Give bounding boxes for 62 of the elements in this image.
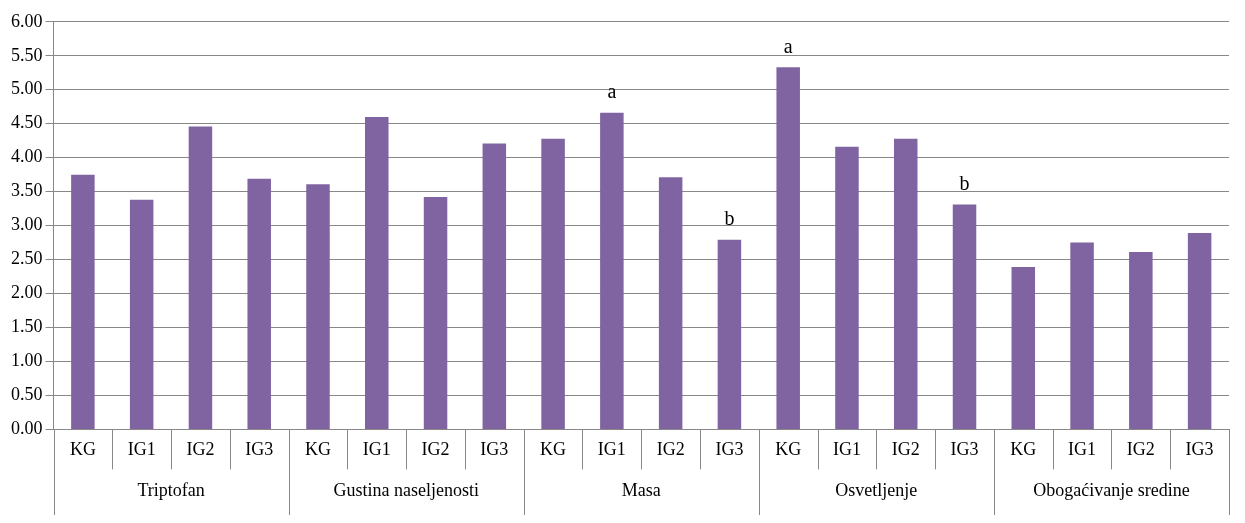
y-tick-label: 3.50 bbox=[11, 180, 43, 201]
y-tick-label: 5.00 bbox=[11, 78, 43, 99]
bar bbox=[71, 174, 95, 429]
y-tick-label: 2.00 bbox=[11, 282, 43, 303]
y-tick-label: 1.50 bbox=[11, 316, 43, 337]
x-tick-label: KG bbox=[69, 438, 96, 459]
bar bbox=[188, 126, 213, 429]
bar bbox=[306, 184, 330, 429]
x-tick-label: IG3 bbox=[480, 438, 509, 459]
text: Osvetljenje bbox=[835, 480, 918, 501]
text: Masa bbox=[621, 480, 661, 501]
text: Triptofan bbox=[137, 480, 205, 501]
x-tick-label: IG1 bbox=[832, 438, 861, 459]
x-tick-label: IG2 bbox=[891, 438, 920, 459]
y-tick-label: 0.00 bbox=[11, 418, 43, 439]
bar bbox=[776, 67, 800, 429]
bar bbox=[423, 197, 448, 429]
bar bbox=[600, 112, 624, 429]
bar bbox=[365, 116, 389, 429]
bar bbox=[893, 138, 918, 429]
y-tick-label: 3.00 bbox=[11, 214, 43, 235]
bar bbox=[1129, 252, 1153, 429]
x-tick-label: IG3 bbox=[715, 438, 744, 459]
bar bbox=[952, 204, 977, 429]
x-tick-label: IG2 bbox=[1126, 438, 1155, 459]
y-tick-label: 4.50 bbox=[11, 112, 43, 133]
x-tick-label: IG1 bbox=[597, 438, 626, 459]
bar bbox=[1011, 267, 1036, 429]
bar bbox=[247, 178, 271, 429]
x-tick-label: IG2 bbox=[421, 438, 450, 459]
data-label: b bbox=[724, 207, 735, 230]
y-tick-label: 5.50 bbox=[11, 44, 43, 65]
bar bbox=[1070, 242, 1094, 429]
text: Gustina naseljenosti bbox=[333, 480, 479, 501]
data-label: a bbox=[783, 34, 793, 57]
x-tick-label: IG1 bbox=[362, 438, 391, 459]
y-tick-label: 0.50 bbox=[11, 384, 43, 405]
x-tick-label: IG1 bbox=[127, 438, 156, 459]
x-tick-label: IG3 bbox=[950, 438, 979, 459]
y-tick-label: 6.00 bbox=[11, 10, 43, 31]
text: Obogaćivanje sredine bbox=[1033, 480, 1190, 501]
y-tick-label: 4.00 bbox=[11, 146, 43, 167]
x-tick-label: KG bbox=[1010, 438, 1037, 459]
x-tick-label: IG3 bbox=[245, 438, 274, 459]
bar bbox=[1187, 233, 1212, 429]
y-tick-label: 2.50 bbox=[11, 248, 43, 269]
x-tick-label: KG bbox=[775, 438, 802, 459]
bar bbox=[482, 143, 507, 429]
bar bbox=[658, 177, 683, 429]
bar bbox=[541, 138, 565, 429]
x-tick-label: IG2 bbox=[656, 438, 685, 459]
data-label: b bbox=[959, 171, 970, 194]
x-tick-label: IG1 bbox=[1068, 438, 1097, 459]
x-tick-label: KG bbox=[304, 438, 331, 459]
x-tick-label: IG2 bbox=[186, 438, 215, 459]
x-tick-label: IG3 bbox=[1185, 438, 1214, 459]
bar bbox=[835, 146, 859, 429]
x-tick-label: KG bbox=[540, 438, 567, 459]
bar bbox=[129, 199, 154, 429]
data-label: a bbox=[607, 80, 617, 103]
y-tick-label: 1.00 bbox=[11, 350, 43, 371]
bar bbox=[717, 239, 742, 429]
